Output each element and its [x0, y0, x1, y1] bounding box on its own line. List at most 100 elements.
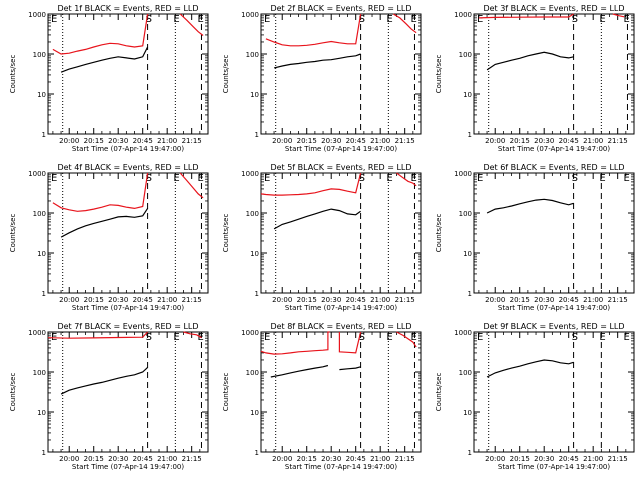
- chart-title: Det 8f BLACK = Events, RED = LLD: [270, 322, 411, 331]
- y-tick-label: 10: [37, 250, 46, 258]
- x-tick-label: 20:45: [346, 455, 366, 463]
- lld-series-line: [338, 331, 362, 354]
- lld-series-line: [265, 13, 362, 47]
- x-tick-label: 20:30: [534, 137, 554, 145]
- y-tick-label: 100: [459, 210, 472, 218]
- y-tick-label: 1: [42, 449, 46, 457]
- y-axis-label: Counts/sec: [222, 373, 230, 412]
- x-axis-label: Start Time (07-Apr-14 19:47:00): [72, 463, 184, 471]
- plot-frame: [47, 172, 209, 294]
- x-tick-label: 20:30: [534, 455, 554, 463]
- y-tick-label: 100: [246, 210, 259, 218]
- lld-series-line: [183, 331, 202, 339]
- x-tick-label: 20:15: [297, 137, 317, 145]
- marker-label: E: [410, 14, 416, 25]
- marker-label: E: [386, 332, 392, 343]
- y-tick-label: 100: [459, 369, 472, 377]
- y-tick-label: 1000: [241, 170, 259, 178]
- x-tick-label: 20:00: [485, 296, 505, 304]
- x-tick-label: 20:15: [510, 137, 530, 145]
- marker-label: E: [173, 173, 179, 184]
- chart-title: Det 2f BLACK = Events, RED = LLD: [270, 4, 411, 13]
- marker-label: S: [359, 332, 365, 343]
- chart-panel: Det 3f BLACK = Events, RED = LLD 1 10 100 10…: [435, 4, 635, 153]
- marker-label: E: [386, 14, 392, 25]
- x-tick-label: 20:15: [297, 296, 317, 304]
- y-axis-label: Counts/sec: [222, 55, 230, 94]
- x-axis-label: Start Time (07-Apr-14 19:47:00): [72, 304, 184, 312]
- x-tick-label: 20:45: [559, 296, 579, 304]
- x-tick-label: 20:30: [108, 296, 128, 304]
- lld-series-line: [478, 13, 574, 19]
- x-tick-label: 20:00: [485, 137, 505, 145]
- y-tick-label: 1: [42, 131, 46, 139]
- marker-label: S: [359, 14, 365, 25]
- chart-title: Det 9f BLACK = Events, RED = LLD: [483, 322, 624, 331]
- y-tick-label: 10: [250, 250, 259, 258]
- marker-label: E: [264, 173, 270, 184]
- y-tick-label: 1: [468, 449, 472, 457]
- events-series-line: [486, 198, 574, 214]
- x-tick-label: 21:00: [583, 455, 603, 463]
- chart-panel: Det 7f BLACK = Events, RED = LLD 1 10 100 10…: [9, 322, 209, 471]
- x-tick-label: 20:30: [108, 455, 128, 463]
- x-tick-label: 21:15: [608, 296, 628, 304]
- x-tick-label: 21:15: [182, 296, 202, 304]
- y-tick-label: 10: [250, 409, 259, 417]
- y-tick-label: 1000: [28, 11, 46, 19]
- y-axis-label: Counts/sec: [9, 373, 17, 412]
- x-tick-label: 21:15: [608, 137, 628, 145]
- x-tick-label: 21:00: [157, 455, 177, 463]
- chart-title: Det 1f BLACK = Events, RED = LLD: [57, 4, 198, 13]
- x-tick-label: 21:00: [157, 137, 177, 145]
- y-axis-label: Counts/sec: [9, 55, 17, 94]
- marker-label: S: [146, 173, 152, 184]
- y-tick-label: 100: [459, 51, 472, 59]
- chart-title: Det 3f BLACK = Events, RED = LLD: [483, 4, 624, 13]
- y-tick-label: 1000: [241, 329, 259, 337]
- x-tick-label: 21:15: [395, 137, 415, 145]
- y-tick-label: 1000: [454, 11, 472, 19]
- x-tick-label: 20:30: [321, 296, 341, 304]
- y-axis-label: Counts/sec: [435, 55, 443, 94]
- lld-series-line: [52, 172, 149, 212]
- marker-label: S: [572, 14, 578, 25]
- y-tick-label: 10: [463, 91, 472, 99]
- lld-series-line: [260, 172, 362, 196]
- y-axis-label: Counts/sec: [9, 214, 17, 253]
- chart-title: Det 7f BLACK = Events, RED = LLD: [57, 322, 198, 331]
- chart-title: Det 6f BLACK = Events, RED = LLD: [483, 163, 624, 172]
- x-tick-label: 20:15: [510, 296, 530, 304]
- x-axis-label: Start Time (07-Apr-14 19:47:00): [72, 145, 184, 153]
- chart-panel: Det 9f BLACK = Events, RED = LLD 1 10 100 10…: [435, 322, 635, 471]
- x-tick-label: 21:15: [182, 455, 202, 463]
- plot-frame: [473, 331, 635, 453]
- marker-label: S: [146, 14, 152, 25]
- x-tick-label: 20:00: [59, 137, 79, 145]
- x-tick-label: 20:00: [272, 296, 292, 304]
- marker-label: E: [410, 173, 416, 184]
- x-tick-label: 20:15: [84, 296, 104, 304]
- x-tick-label: 20:45: [559, 455, 579, 463]
- lld-series-line: [47, 331, 149, 339]
- marker-label: S: [359, 173, 365, 184]
- y-tick-label: 100: [246, 51, 259, 59]
- chart-panel: Det 4f BLACK = Events, RED = LLD 1 10 100 10…: [9, 163, 209, 312]
- x-tick-label: 20:45: [133, 296, 153, 304]
- x-axis-label: Start Time (07-Apr-14 19:47:00): [285, 463, 397, 471]
- y-tick-label: 1: [255, 131, 259, 139]
- y-tick-label: 1: [468, 131, 472, 139]
- marker-label: E: [173, 14, 179, 25]
- x-tick-label: 21:15: [395, 455, 415, 463]
- x-tick-label: 20:15: [84, 137, 104, 145]
- y-axis-label: Counts/sec: [222, 214, 230, 253]
- plot-frame: [260, 172, 422, 294]
- plot-frame: [473, 13, 635, 135]
- lld-series-line: [52, 13, 149, 55]
- events-series-line: [339, 366, 361, 371]
- x-tick-label: 21:00: [583, 296, 603, 304]
- x-tick-label: 20:00: [59, 296, 79, 304]
- marker-label: E: [410, 332, 416, 343]
